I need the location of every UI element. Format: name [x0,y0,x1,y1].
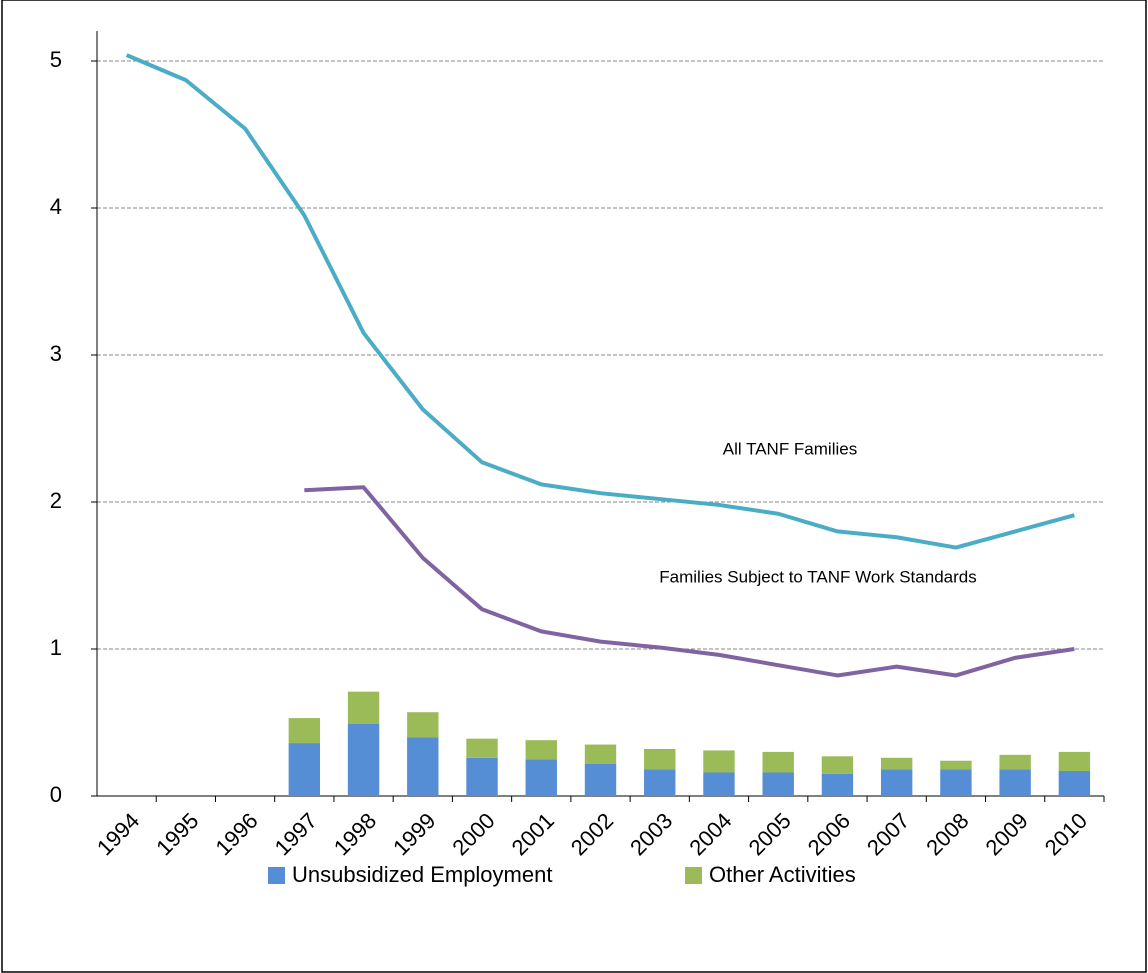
x-tick-label: 2000 [447,808,499,860]
x-tick-label: 2007 [862,808,914,860]
bar [644,769,676,796]
x-tick-label: 2003 [625,808,677,860]
bar [407,712,439,738]
bar [940,760,972,770]
bar [525,740,557,760]
bar [288,718,321,744]
bar [347,691,380,724]
x-tick-label: 1995 [151,808,203,860]
line [304,485,1075,678]
bar [347,723,380,796]
y-tick-label: 5 [50,47,62,72]
bar [940,769,972,796]
bar [644,748,676,770]
bar [703,772,735,796]
bar [466,738,498,758]
bar [762,772,794,796]
bar [762,751,794,773]
x-tick-label: 2010 [1040,808,1092,860]
x-tick-label: 2004 [684,808,736,860]
x-tick-label: 1996 [210,808,262,860]
y-tick-label: 1 [50,635,62,660]
bar [466,757,498,796]
bar [880,757,913,770]
bar [999,754,1031,770]
x-tick-label: 2006 [803,808,855,860]
bar [525,759,557,796]
x-tick-label: 2009 [980,808,1032,860]
bar [1058,771,1091,796]
legend-swatch [268,867,285,884]
x-tick-label: 2001 [507,808,559,860]
line [125,53,1075,550]
y-tick-label: 2 [50,488,62,513]
bar [584,763,617,796]
y-tick-label: 0 [50,782,62,807]
x-tick-label: 2002 [566,808,618,860]
x-tick-label: 1997 [270,808,322,860]
x-tick-label: 2005 [744,808,796,860]
x-tick-label: 2008 [921,808,973,860]
bar [1058,751,1091,772]
line-annotation: All TANF Families [723,439,857,458]
x-tick-label: 1999 [388,808,440,860]
bar [821,756,854,774]
bar [407,737,439,796]
legend-label: Unsubsidized Employment [292,862,552,887]
bar [880,769,913,796]
line-annotation: Families Subject to TANF Work Standards [659,567,976,586]
bar [288,743,321,796]
legend-label: Other Activities [709,862,856,887]
y-tick-label: 3 [50,341,62,366]
bar [703,750,735,773]
x-tick-label: 1994 [92,808,144,860]
bar [821,773,854,796]
bar [584,744,617,764]
bar [999,769,1031,796]
legend-swatch [685,867,702,884]
x-tick-label: 1998 [329,808,381,860]
y-tick-label: 4 [50,194,62,219]
